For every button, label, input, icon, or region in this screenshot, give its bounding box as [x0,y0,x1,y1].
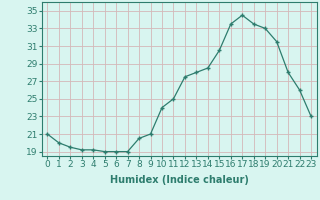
X-axis label: Humidex (Indice chaleur): Humidex (Indice chaleur) [110,175,249,185]
